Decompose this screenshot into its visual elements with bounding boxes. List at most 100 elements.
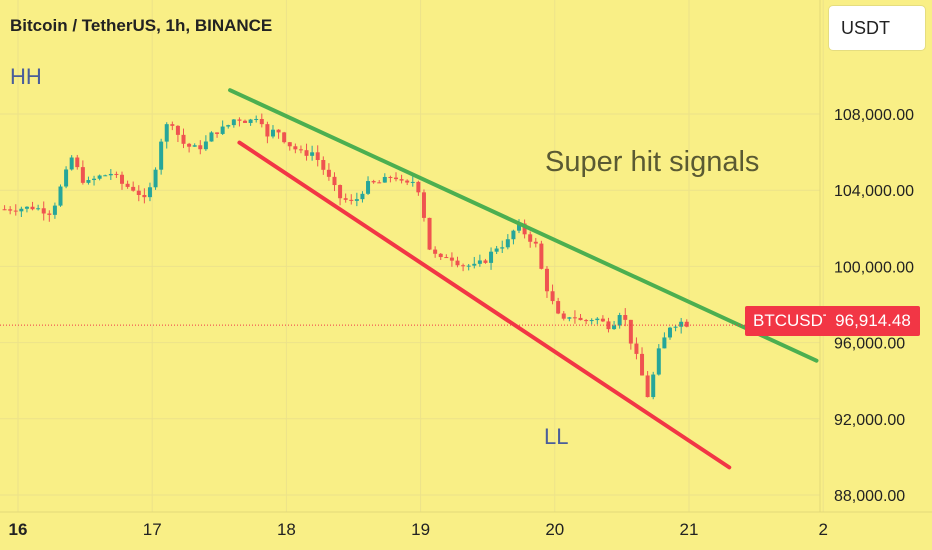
candle-body (589, 320, 594, 322)
candle-body (326, 169, 331, 177)
candle-body (572, 317, 577, 319)
candle-body (539, 243, 544, 269)
candle-body (52, 205, 57, 215)
candle-body (684, 321, 689, 327)
candle-body (651, 374, 656, 398)
candle-body (97, 175, 102, 179)
candle-body (13, 210, 18, 212)
candle-body (8, 209, 13, 211)
y-tick-label: 92,000.00 (834, 412, 905, 429)
candle-body (382, 176, 387, 183)
candle-body (103, 175, 108, 177)
candle-body (175, 125, 180, 135)
candle-body (321, 159, 326, 170)
candle-body (444, 257, 449, 259)
candle-body (120, 174, 125, 184)
candle-body (298, 149, 303, 151)
candle-body (461, 265, 466, 267)
candle-body (136, 190, 141, 195)
candle-body (354, 199, 359, 201)
candle-body (511, 230, 516, 240)
candle-body (170, 124, 175, 126)
upper-trendline (228, 88, 819, 363)
candle-body (640, 353, 645, 376)
candle-body (645, 375, 650, 398)
candle-body (209, 132, 214, 142)
x-tick-label: 2 (818, 520, 827, 539)
candle-body (550, 291, 555, 302)
candle-body (595, 318, 600, 321)
candle-body (360, 193, 365, 200)
y-tick-label: 88,000.00 (834, 488, 905, 505)
candle-body (226, 125, 231, 127)
x-tick-label: 17 (143, 520, 162, 539)
candle-body (494, 248, 499, 252)
candle-body (455, 260, 460, 266)
candle-body (679, 321, 684, 327)
candle-body (561, 313, 566, 319)
candle-body (366, 181, 371, 194)
lower-trendline (237, 140, 732, 470)
candle-body (349, 199, 354, 201)
candle-body (159, 141, 164, 170)
candle-body (427, 217, 432, 250)
hh-label: HH (10, 64, 42, 89)
candle-body (36, 208, 41, 210)
candle-body (304, 150, 309, 156)
candle-body (198, 145, 203, 150)
candle-body (673, 326, 678, 328)
candle-body (64, 169, 69, 187)
candle-body (399, 179, 404, 181)
candle-body (58, 186, 63, 206)
candle-body (522, 223, 527, 235)
candle-body (656, 348, 661, 375)
candle-body (92, 178, 97, 181)
candle-body (416, 181, 421, 193)
y-tick-label: 108,000.00 (834, 107, 914, 124)
candle-body (237, 119, 242, 121)
candle-body (131, 186, 136, 191)
candle-body (662, 337, 667, 349)
x-tick-label: 16 (9, 520, 28, 539)
candle-body (466, 265, 471, 267)
candle-body (667, 327, 672, 338)
candle-body (405, 180, 410, 183)
currency-button[interactable]: USDT (829, 6, 925, 50)
candle-body (24, 206, 29, 209)
candle-body (612, 325, 617, 330)
candle-body (142, 194, 147, 198)
candle-body (231, 119, 236, 126)
candle-body (338, 185, 343, 199)
x-tick-label: 20 (545, 520, 564, 539)
trendlines (228, 88, 819, 470)
candle-body (153, 169, 158, 188)
candle-body (433, 249, 438, 254)
candle-body (243, 120, 248, 123)
candle-body (393, 177, 398, 180)
candle-body (147, 187, 152, 198)
x-tick-label: 19 (411, 520, 430, 539)
candle-body (449, 257, 454, 261)
candle-body (634, 343, 639, 354)
candle-body (282, 132, 287, 143)
candle-body (254, 118, 259, 120)
candle-body (108, 173, 113, 176)
candle-body (472, 263, 477, 266)
x-tick-label: 21 (680, 520, 699, 539)
candle-body (310, 152, 315, 156)
candle-body (259, 118, 264, 125)
candle-body (377, 182, 382, 184)
candle-body (388, 176, 393, 178)
candle-body (248, 119, 253, 123)
candle-body (125, 183, 130, 187)
candle-body (410, 181, 415, 183)
candle-body (19, 208, 24, 212)
candle-body (181, 134, 186, 144)
candle-body (114, 173, 119, 175)
candle-body (192, 145, 197, 147)
ll-label: LL (544, 424, 569, 449)
candle-body (315, 152, 320, 160)
candle-body (489, 251, 494, 263)
